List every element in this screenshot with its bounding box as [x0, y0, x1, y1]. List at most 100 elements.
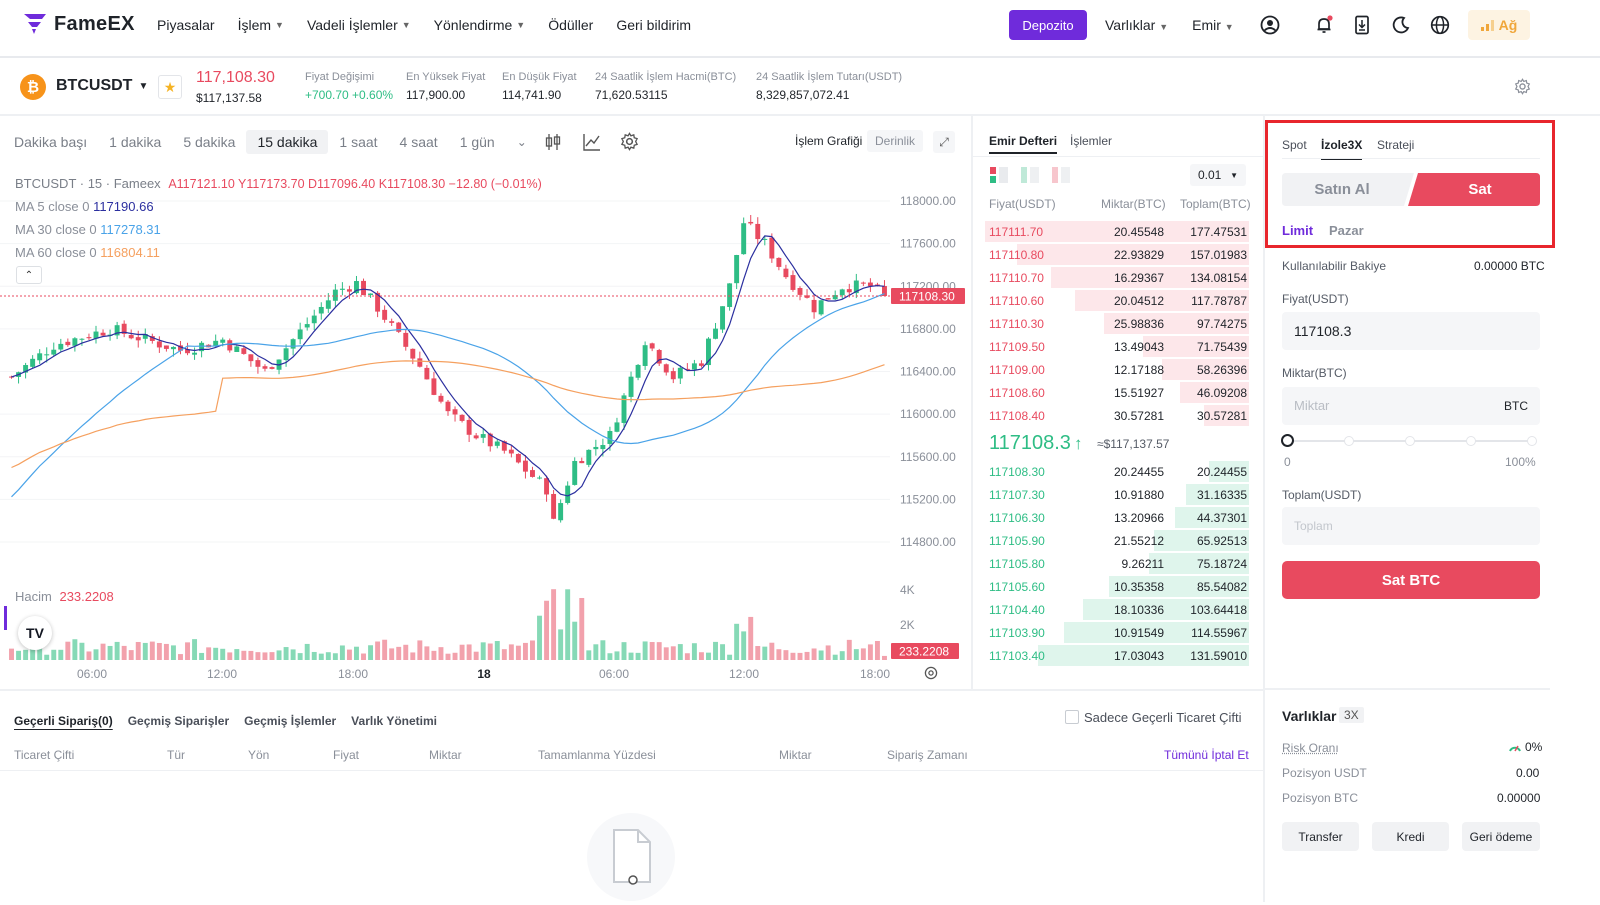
bid-row[interactable]: 117105.80 9.26211 75.18724 [985, 552, 1249, 575]
tab-spot[interactable]: Spot [1282, 138, 1307, 152]
bid-row[interactable]: 117106.30 13.20966 44.37301 [985, 506, 1249, 529]
nav-feedback[interactable]: Geri bildirim [616, 17, 691, 33]
view-depth-tab[interactable]: Derinlik [867, 130, 923, 152]
order-type-limit[interactable]: Limit [1282, 223, 1313, 238]
bid-row[interactable]: 117108.30 20.24455 20.24455 [985, 460, 1249, 483]
tab-trades[interactable]: İşlemler [1070, 134, 1112, 148]
candle-body [783, 269, 788, 277]
slider-step-dot[interactable] [1466, 436, 1476, 446]
volume-bar [319, 654, 324, 660]
time-axis-settings-gear-icon[interactable] [924, 666, 938, 683]
tab-trade-history[interactable]: Geçmiş İşlemler [244, 714, 336, 728]
view-trading-chart-tab[interactable]: İşlem Grafiği [795, 134, 862, 148]
tf-5m[interactable]: 5 dakika [172, 130, 246, 154]
sell-tab[interactable]: Sat [1420, 173, 1540, 206]
tab-orderbook[interactable]: Emir Defteri [989, 134, 1057, 154]
indicator-icon[interactable] [582, 132, 602, 155]
bid-row[interactable]: 117105.90 21.55212 65.92513 [985, 529, 1249, 552]
volume-bar [861, 648, 866, 660]
transfer-button[interactable]: Transfer [1282, 822, 1359, 851]
orders-menu[interactable]: Emir ▼ [1192, 17, 1234, 33]
tab-current-orders[interactable]: Geçerli Sipariş(0) [14, 714, 113, 728]
settings-gear-icon[interactable] [1514, 78, 1531, 98]
price-input[interactable]: 117108.3 [1282, 312, 1540, 350]
tab-strategy[interactable]: Strateji [1377, 138, 1414, 152]
candle-type-icon[interactable] [544, 132, 562, 155]
volume-bar [783, 650, 788, 660]
mid-price: 117108.3 ↑ [989, 432, 1082, 455]
candle-body [58, 344, 63, 350]
candle-body [643, 345, 648, 366]
globe-icon[interactable] [1429, 14, 1451, 36]
ask-row[interactable]: 117108.40 30.57281 30.57281 [985, 404, 1249, 427]
download-icon[interactable] [1351, 14, 1373, 36]
fullscreen-expand-icon[interactable]: ⤢ [933, 131, 955, 153]
assets-menu[interactable]: Varlıklar ▼ [1105, 17, 1168, 33]
price-axis-label: 116000.00 [900, 407, 956, 421]
ask-row[interactable]: 117110.60 20.04512 117.78787 [985, 289, 1249, 312]
amount-slider-handle[interactable] [1281, 434, 1294, 447]
ask-total: 46.09208 [1197, 386, 1247, 400]
ask-row[interactable]: 117109.50 13.49043 71.75439 [985, 335, 1249, 358]
ask-row[interactable]: 117108.60 15.51927 46.09208 [985, 381, 1249, 404]
only-current-pair-checkbox[interactable] [1065, 710, 1079, 724]
favorite-star-icon[interactable]: ★ [158, 75, 182, 99]
tf-more-chevron-icon[interactable]: ⌄ [506, 131, 538, 153]
bell-icon[interactable] [1313, 14, 1335, 36]
volume-bar [326, 652, 331, 660]
tab-order-history[interactable]: Geçmiş Siparişler [128, 714, 229, 728]
tab-asset-management[interactable]: Varlık Yönetimi [351, 714, 437, 728]
ask-row[interactable]: 117109.00 12.17188 58.26396 [985, 358, 1249, 381]
tf-4h[interactable]: 4 saat [389, 130, 449, 154]
deposit-button[interactable]: Depozito [1009, 10, 1087, 40]
order-type-market[interactable]: Pazar [1329, 223, 1364, 238]
nav-rewards[interactable]: Ödüller [548, 17, 593, 33]
fameex-logo[interactable]: FameEX [22, 12, 135, 36]
repay-button[interactable]: Geri ödeme [1462, 822, 1540, 851]
orderbook-asks-view-icon[interactable] [1051, 166, 1071, 187]
tradingview-logo-icon[interactable]: TV [18, 616, 52, 650]
nav-futures[interactable]: Vadeli İşlemler ▼ [307, 17, 411, 33]
bid-row[interactable]: 117103.90 10.91549 114.55967 [985, 621, 1249, 644]
bid-row[interactable]: 117105.60 10.35358 85.54082 [985, 575, 1249, 598]
ask-row[interactable]: 117111.70 20.45548 177.47531 [985, 220, 1249, 243]
bid-row[interactable]: 117107.30 10.91880 31.16335 [985, 483, 1249, 506]
submit-sell-button[interactable]: Sat BTC [1282, 561, 1540, 599]
orderbook-bids-view-icon[interactable] [1020, 166, 1040, 187]
slider-step-dot[interactable] [1527, 436, 1537, 446]
symbol-selector[interactable]: BTCUSDT ▼ [56, 77, 148, 95]
nav-referral[interactable]: Yönlendirme ▼ [434, 17, 526, 33]
moon-icon[interactable] [1390, 14, 1412, 36]
loan-button[interactable]: Kredi [1372, 822, 1449, 851]
user-icon[interactable] [1259, 14, 1281, 36]
tf-1m[interactable]: 1 dakika [98, 130, 172, 154]
buy-tab[interactable]: Satın Al [1282, 173, 1402, 206]
tf-tick[interactable]: Dakika başı [3, 130, 98, 154]
ask-row[interactable]: 117110.30 25.98836 97.74275 [985, 312, 1249, 335]
candlestick-chart[interactable]: 118000.00117600.00117200.00116800.001164… [0, 160, 970, 690]
bid-row[interactable]: 117104.40 18.10336 103.64418 [985, 598, 1249, 621]
qty-input[interactable]: Miktar BTC [1282, 387, 1540, 425]
ask-row[interactable]: 117110.80 22.93829 157.01983 [985, 243, 1249, 266]
nav-markets[interactable]: Piyasalar [157, 17, 215, 33]
cancel-all-link[interactable]: Tümünü İptal Et [1164, 748, 1249, 762]
nav-trade[interactable]: İşlem ▼ [238, 17, 284, 33]
bid-row[interactable]: 117103.40 17.03043 131.59010 [985, 644, 1249, 667]
ask-qty: 12.17188 [1114, 363, 1164, 377]
tf-1d[interactable]: 1 gün [449, 130, 506, 154]
tab-isolated-3x[interactable]: İzole3X [1321, 138, 1362, 160]
tf-1h[interactable]: 1 saat [328, 130, 388, 154]
total-label: Toplam(USDT) [1282, 488, 1361, 502]
orderbook-both-view-icon[interactable] [989, 166, 1009, 187]
precision-select[interactable]: 0.01 ▼ [1190, 164, 1246, 186]
slider-step-dot[interactable] [1344, 436, 1354, 446]
tf-15m[interactable]: 15 dakika [246, 130, 328, 154]
network-status-button[interactable]: Ağ [1468, 10, 1530, 40]
candle-body [530, 470, 535, 477]
slider-step-dot[interactable] [1405, 436, 1415, 446]
ask-row[interactable]: 117110.70 16.29367 134.08154 [985, 266, 1249, 289]
total-input[interactable]: Toplam [1282, 507, 1540, 545]
candle-body [629, 377, 634, 397]
chart-settings-gear-icon[interactable] [620, 132, 639, 154]
collapse-legend-chevron-up-icon[interactable]: ⌃ [16, 266, 42, 284]
